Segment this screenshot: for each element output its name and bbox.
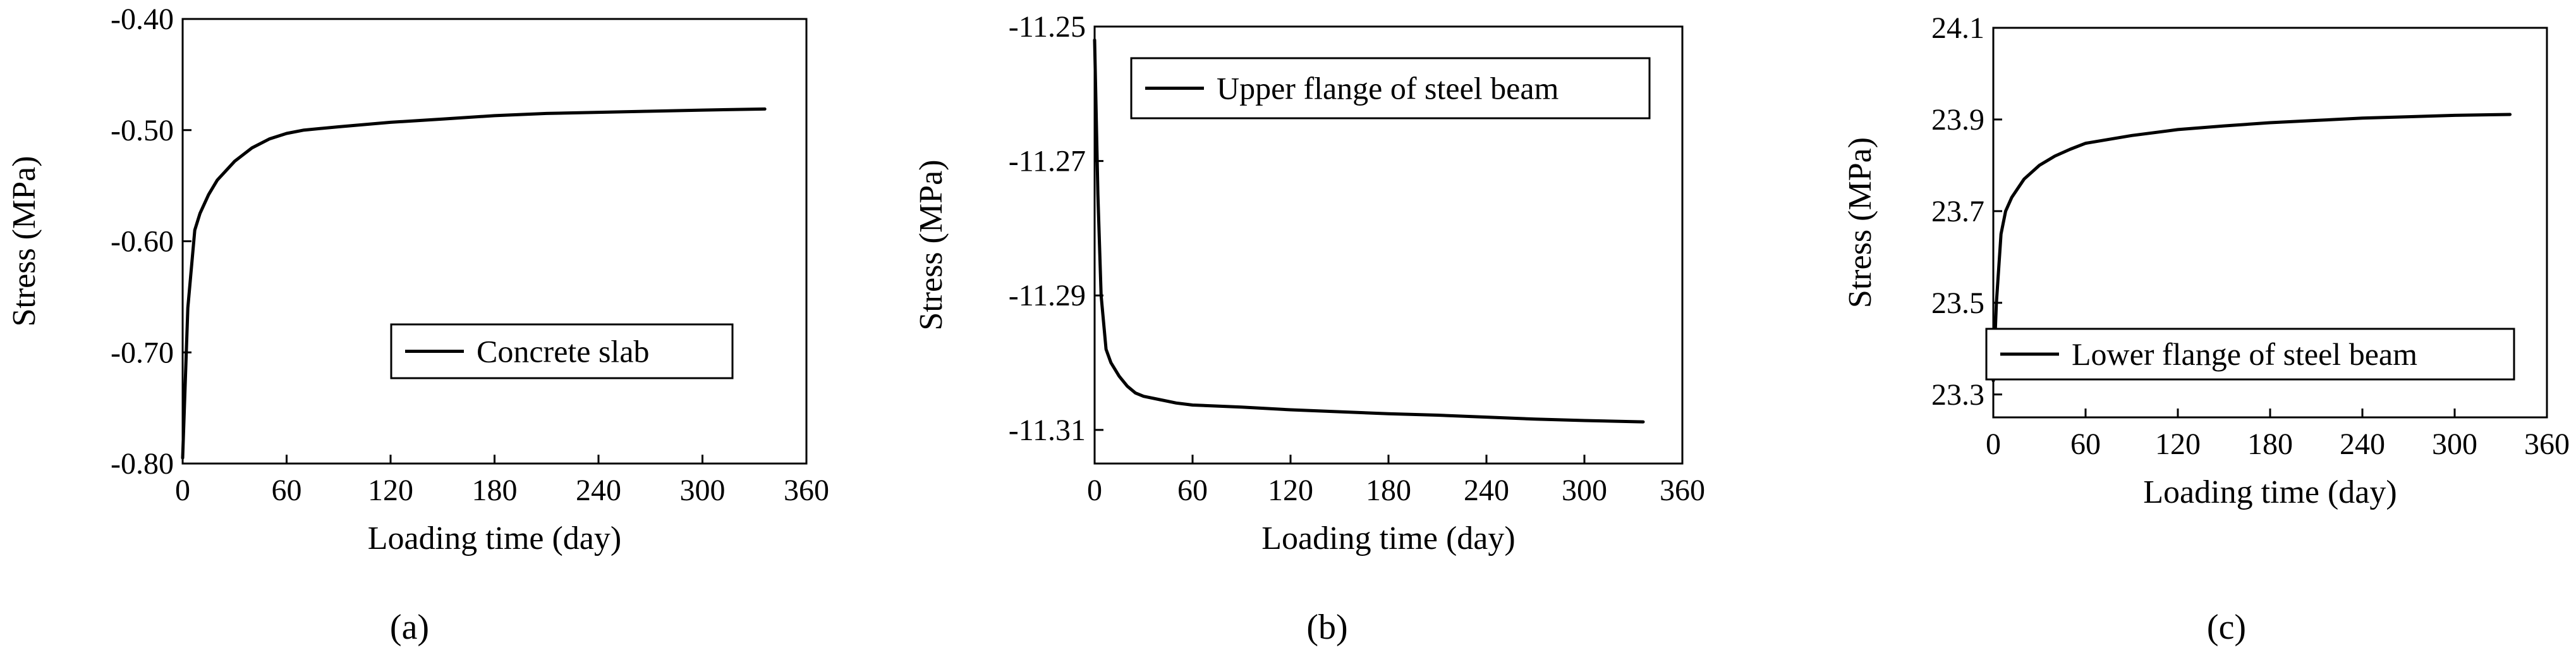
x-tick-label: 0 bbox=[1986, 427, 2001, 461]
x-tick-label: 0 bbox=[175, 474, 190, 507]
x-tick-label: 180 bbox=[1366, 474, 1411, 507]
x-tick-label: 60 bbox=[1177, 474, 1208, 507]
panel-label: (a) bbox=[390, 608, 429, 647]
y-tick-label: -0.60 bbox=[111, 225, 174, 259]
legend: Upper flange of steel beam bbox=[1130, 57, 1651, 120]
plot-frame bbox=[181, 18, 808, 465]
y-axis-label: Stress (MPa) bbox=[6, 156, 42, 326]
y-axis-label: Stress (MPa) bbox=[913, 159, 949, 330]
legend-entry: Concrete slab bbox=[477, 334, 650, 369]
x-axis-label: Loading time (day) bbox=[368, 520, 621, 556]
y-tick-label: -0.80 bbox=[111, 447, 174, 481]
panel-label: (b) bbox=[1306, 608, 1347, 647]
chart-panel-c: 0 60 120 180 240 300 360 23.3 23.5 23.7 23.9 24.1 Lo… bbox=[1842, 11, 2570, 647]
legend-box bbox=[1130, 57, 1651, 120]
x-tick-label: 360 bbox=[1660, 474, 1705, 507]
series-line-lower-flange-of-steel-beam bbox=[1991, 113, 2512, 383]
x-tick-label: 300 bbox=[680, 474, 726, 507]
series-line-concrete-slab bbox=[181, 107, 767, 460]
x-tick-label: 360 bbox=[2524, 427, 2570, 461]
chart-panel-a: 0 60 120 180 240 300 360 -0.80 -0.70 -0.60 -0.50 -0… bbox=[6, 3, 829, 647]
legend: Lower flange of steel beam bbox=[1985, 328, 2515, 381]
y-tick-label: 23.5 bbox=[1931, 286, 1984, 320]
x-tick-label: 60 bbox=[2070, 427, 2101, 461]
x-axis-label: Loading time (day) bbox=[1261, 520, 1515, 556]
y-axis-label: Stress (MPa) bbox=[1842, 137, 1878, 308]
legend: Concrete slab bbox=[390, 323, 734, 379]
x-tick-label: 180 bbox=[472, 474, 518, 507]
series-line-upper-flange-of-steel-beam bbox=[1093, 38, 1645, 424]
y-tick-label: -0.40 bbox=[111, 3, 174, 36]
y-tick-label: 23.9 bbox=[1931, 103, 1984, 137]
x-tick-label: 360 bbox=[784, 474, 829, 507]
y-tick-label: 23.3 bbox=[1931, 378, 1984, 412]
x-axis-label: Loading time (day) bbox=[2143, 474, 2397, 510]
x-tick-label: 240 bbox=[576, 474, 621, 507]
x-tick-label: 120 bbox=[2155, 427, 2201, 461]
y-tick-label: -11.25 bbox=[1009, 10, 1086, 44]
chart-panel-b: 0 60 120 180 240 300 360 -11.31 -11.29 -11.27 -11.… bbox=[913, 10, 1705, 647]
x-tick-label: 180 bbox=[2247, 427, 2293, 461]
legend-box bbox=[1985, 328, 2515, 381]
legend-entry: Lower flange of steel beam bbox=[2072, 336, 2417, 372]
x-tick-label: 120 bbox=[1268, 474, 1313, 507]
x-tick-label: 300 bbox=[2432, 427, 2477, 461]
x-tick-label: 300 bbox=[1562, 474, 1607, 507]
x-tick-label: 240 bbox=[1464, 474, 1509, 507]
y-tick-label: -0.70 bbox=[111, 336, 174, 369]
x-tick-label: 0 bbox=[1087, 474, 1102, 507]
y-tick-label: -0.50 bbox=[111, 114, 174, 147]
y-tick-label: 23.7 bbox=[1931, 195, 1984, 228]
x-tick-label: 120 bbox=[368, 474, 413, 507]
y-tick-label: -11.27 bbox=[1009, 145, 1086, 178]
x-tick-label: 240 bbox=[2340, 427, 2385, 461]
legend-entry: Upper flange of steel beam bbox=[1217, 71, 1559, 106]
y-tick-label: 24.1 bbox=[1931, 11, 1984, 45]
y-tick-label: -11.29 bbox=[1009, 279, 1086, 312]
y-tick-label: -11.31 bbox=[1009, 414, 1086, 447]
panel-label: (c) bbox=[2207, 608, 2246, 647]
x-tick-label: 60 bbox=[272, 474, 302, 507]
